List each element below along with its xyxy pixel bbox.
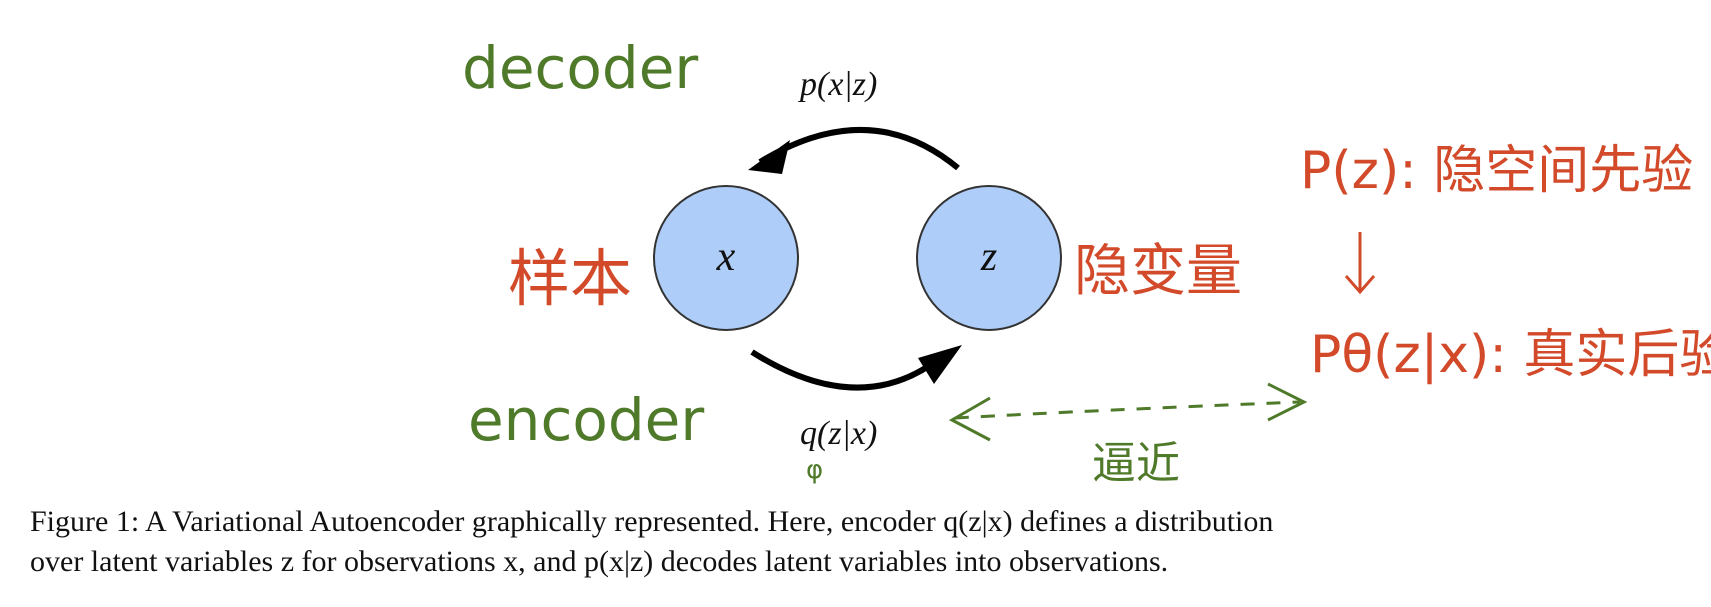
sample-annotation: 样本 <box>508 242 632 315</box>
posterior-annotation: Pθ(z|x): 真实后验 <box>1310 325 1711 385</box>
latent-annotation: 隐变量 <box>1074 239 1242 304</box>
decoder-arrowhead <box>748 140 790 174</box>
approx-arrow <box>954 400 1301 420</box>
decoder-arrow <box>758 127 960 171</box>
approx-arrowhead-left <box>948 396 991 442</box>
prior-to-posterior-arrowhead <box>1344 275 1376 295</box>
node-x-label: x <box>716 234 736 280</box>
decoder-annotation: decoder <box>462 34 698 102</box>
encoder-arrowhead <box>918 345 962 384</box>
caption-line-1: Figure 1: A Variational Autoencoder grap… <box>30 505 1274 538</box>
encoder-annotation: encoder <box>468 386 704 454</box>
encoder-phi-annotation: φ <box>806 455 823 485</box>
node-z-label: z <box>980 234 997 280</box>
approx-arrowhead-right <box>1267 382 1308 422</box>
approx-annotation: 逼近 <box>1092 438 1180 489</box>
prior-annotation: P(z): 隐空间先验 <box>1300 141 1693 201</box>
decoder-edge-label: p(x|z) <box>798 66 877 103</box>
encoder-arrow <box>750 349 942 391</box>
vae-diagram: decoder encoder p(x|z) q(z|x) φ x z 样本 隐… <box>462 34 1711 489</box>
node-z <box>916 185 1062 331</box>
encoder-edge-label: q(z|x) <box>800 415 877 452</box>
caption-line-2: over latent variables z for observations… <box>30 545 1169 578</box>
node-x <box>653 185 799 331</box>
figure-caption: Figure 1: A Variational Autoencoder grap… <box>30 502 1690 582</box>
